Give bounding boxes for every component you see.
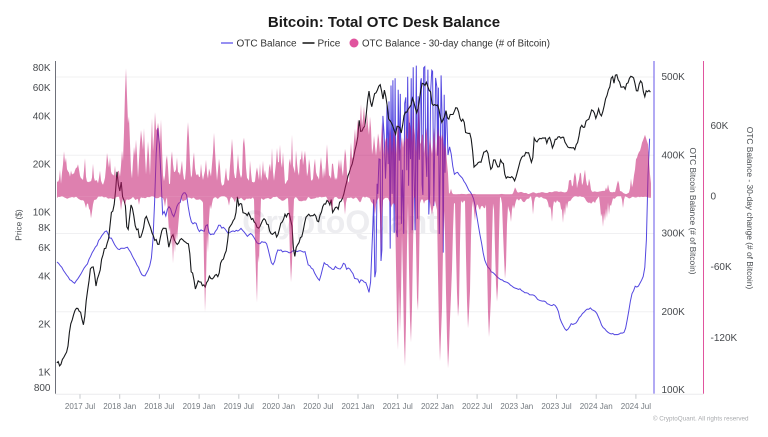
svg-text:2018 Jul: 2018 Jul	[144, 402, 174, 411]
svg-text:OTC Bitcoin Balance (# of Bitc: OTC Bitcoin Balance (# of Bitcoin)	[688, 147, 698, 274]
svg-text:10K: 10K	[33, 208, 51, 219]
svg-text:1K: 1K	[38, 368, 51, 379]
svg-text:0: 0	[711, 192, 717, 203]
svg-text:60K: 60K	[711, 121, 729, 132]
svg-text:2023 Jul: 2023 Jul	[541, 402, 571, 411]
svg-text:800: 800	[34, 383, 51, 394]
svg-text:2021 Jan: 2021 Jan	[342, 402, 375, 411]
svg-text:4K: 4K	[38, 271, 51, 282]
svg-text:OTC Balance: OTC Balance	[237, 39, 297, 50]
svg-text:2022 Jul: 2022 Jul	[462, 402, 492, 411]
svg-text:500K: 500K	[662, 72, 686, 83]
svg-text:2024 Jul: 2024 Jul	[621, 402, 651, 411]
svg-text:2017 Jul: 2017 Jul	[65, 402, 95, 411]
svg-text:-120K: -120K	[711, 333, 738, 344]
svg-text:20K: 20K	[33, 160, 51, 171]
svg-text:300K: 300K	[662, 229, 686, 240]
svg-text:100K: 100K	[662, 385, 686, 396]
svg-text:Bitcoin: Total OTC Desk Balanc: Bitcoin: Total OTC Desk Balance	[268, 14, 500, 31]
svg-text:2020 Jan: 2020 Jan	[262, 402, 295, 411]
svg-text:40K: 40K	[33, 111, 51, 122]
svg-text:2022 Jan: 2022 Jan	[421, 402, 454, 411]
svg-text:2024 Jan: 2024 Jan	[580, 402, 613, 411]
svg-text:400K: 400K	[662, 151, 686, 162]
svg-text:2023 Jan: 2023 Jan	[500, 402, 533, 411]
svg-text:2K: 2K	[38, 320, 51, 331]
svg-text:© CryptoQuant. All rights rese: © CryptoQuant. All rights reserved	[653, 414, 749, 422]
svg-text:8K: 8K	[38, 223, 51, 234]
svg-text:200K: 200K	[662, 307, 686, 318]
svg-text:Price: Price	[318, 39, 341, 50]
svg-text:OTC Balance - 30-day change (#: OTC Balance - 30-day change (# of Bitcoi…	[745, 127, 755, 290]
svg-text:2018 Jan: 2018 Jan	[103, 402, 136, 411]
svg-text:2021 Jul: 2021 Jul	[383, 402, 413, 411]
svg-text:Price ($): Price ($)	[14, 209, 24, 241]
svg-text:OTC Balance - 30-day change (#: OTC Balance - 30-day change (# of Bitcoi…	[362, 39, 550, 50]
svg-text:2019 Jan: 2019 Jan	[183, 402, 216, 411]
svg-text:-60K: -60K	[711, 262, 732, 273]
svg-text:2019 Jul: 2019 Jul	[224, 402, 254, 411]
svg-text:2020 Jul: 2020 Jul	[303, 402, 333, 411]
svg-text:80K: 80K	[33, 63, 51, 74]
svg-text:6K: 6K	[38, 243, 51, 254]
svg-text:60K: 60K	[33, 83, 51, 94]
